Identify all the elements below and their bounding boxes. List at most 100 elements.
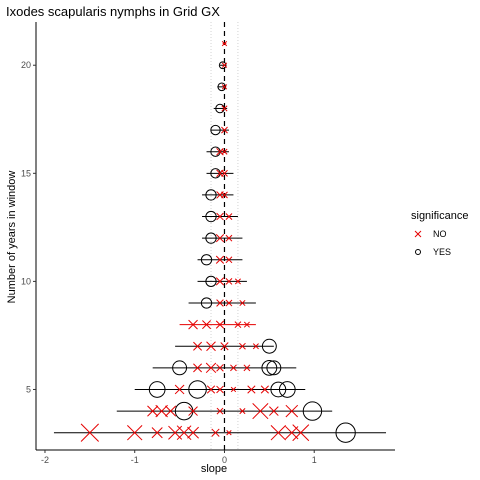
- y-tick-label: 5: [26, 384, 31, 394]
- point-not-significant: [216, 212, 224, 221]
- x-stroke: [243, 364, 251, 372]
- x-stroke: [269, 406, 279, 416]
- x-stroke: [193, 341, 203, 351]
- y-tick-label: 10: [21, 276, 31, 286]
- point-not-significant: [225, 278, 233, 285]
- x-stroke: [221, 105, 228, 112]
- point-not-significant: [230, 364, 237, 372]
- point-significant: [200, 297, 213, 309]
- point-significant: [205, 210, 217, 223]
- point-not-significant: [211, 428, 220, 437]
- x-stroke: [270, 424, 287, 441]
- point-not-significant: [269, 406, 279, 416]
- x-stroke: [252, 343, 259, 350]
- x-stroke: [80, 423, 100, 442]
- point-significant: [270, 381, 287, 398]
- point-not-significant: [215, 320, 225, 329]
- x-stroke: [188, 406, 198, 416]
- point-significant: [200, 254, 213, 266]
- x-stroke: [216, 212, 224, 221]
- point-significant: [148, 381, 166, 398]
- legend-label-yes: YES: [433, 247, 451, 257]
- x-stroke: [221, 126, 228, 134]
- point-not-significant: [216, 385, 224, 394]
- point-not-significant: [174, 384, 185, 395]
- x-stroke: [221, 169, 228, 177]
- point-significant: [302, 401, 323, 421]
- point-not-significant: [239, 299, 246, 307]
- point-not-significant: [147, 405, 159, 417]
- point-significant: [205, 189, 217, 201]
- legend-label-no: NO: [433, 229, 447, 239]
- point-not-significant: [151, 427, 163, 439]
- x-stroke: [211, 428, 220, 437]
- point-not-significant: [221, 62, 228, 68]
- point-not-significant: [193, 341, 203, 351]
- point-not-significant: [187, 426, 199, 439]
- point-not-significant: [243, 321, 250, 328]
- x-stroke: [239, 342, 246, 350]
- x-stroke: [205, 362, 217, 374]
- point-not-significant: [155, 404, 168, 418]
- point-not-significant: [80, 423, 100, 442]
- point-not-significant: [243, 364, 251, 372]
- x-stroke: [226, 430, 232, 436]
- point-significant: [205, 275, 217, 288]
- point-significant: [266, 360, 282, 376]
- x-stroke: [221, 148, 228, 155]
- legend-x-marker: [414, 230, 422, 238]
- point-not-significant: [260, 385, 269, 394]
- x-stroke: [188, 319, 198, 330]
- y-tick-label: 15: [21, 168, 31, 178]
- point-not-significant: [239, 342, 246, 350]
- x-stroke: [127, 424, 143, 441]
- point-not-significant: [292, 424, 310, 442]
- x-stroke: [165, 405, 177, 417]
- point-not-significant: [234, 321, 242, 329]
- x-stroke: [225, 256, 233, 264]
- legend: significance NO YES: [411, 210, 468, 257]
- point-not-significant: [215, 255, 225, 264]
- point-not-significant: [234, 278, 241, 285]
- point-not-significant: [221, 40, 228, 47]
- point-not-significant: [252, 403, 269, 420]
- x-tick-label: -1: [131, 455, 139, 465]
- point-not-significant: [216, 407, 224, 415]
- x-stroke: [221, 84, 228, 90]
- point-not-significant: [193, 363, 203, 373]
- x-stroke: [216, 364, 224, 372]
- point-not-significant: [221, 169, 228, 177]
- x-stroke: [215, 234, 225, 243]
- x-stroke: [247, 385, 256, 394]
- point-not-significant: [225, 299, 233, 307]
- x-stroke: [216, 299, 224, 307]
- point-not-significant: [247, 385, 256, 394]
- point-not-significant: [127, 424, 143, 441]
- point-not-significant: [216, 364, 224, 372]
- point-significant: [218, 61, 227, 70]
- point-not-significant: [221, 126, 228, 134]
- chart-title: Ixodes scapularis nymphs in Grid GX: [6, 4, 220, 19]
- point-not-significant: [216, 299, 224, 307]
- point-not-significant: [202, 320, 211, 330]
- point-not-significant: [225, 234, 233, 242]
- x-stroke: [220, 342, 229, 351]
- legend-item-yes: YES: [415, 247, 451, 257]
- x-tick-label: -2: [41, 455, 49, 465]
- x-stroke: [221, 191, 228, 199]
- point-not-significant: [206, 385, 216, 394]
- x-stroke: [292, 424, 310, 442]
- x-stroke: [225, 278, 233, 285]
- x-stroke: [206, 341, 216, 352]
- legend-circle-marker: [415, 249, 421, 255]
- x-stroke: [215, 277, 225, 286]
- x-stroke: [234, 278, 241, 285]
- point-not-significant: [205, 362, 217, 374]
- x-stroke: [151, 427, 163, 439]
- x-tick-label: 0: [222, 455, 227, 465]
- x-stroke: [225, 213, 233, 220]
- point-not-significant: [206, 341, 216, 352]
- point-not-significant: [270, 424, 287, 441]
